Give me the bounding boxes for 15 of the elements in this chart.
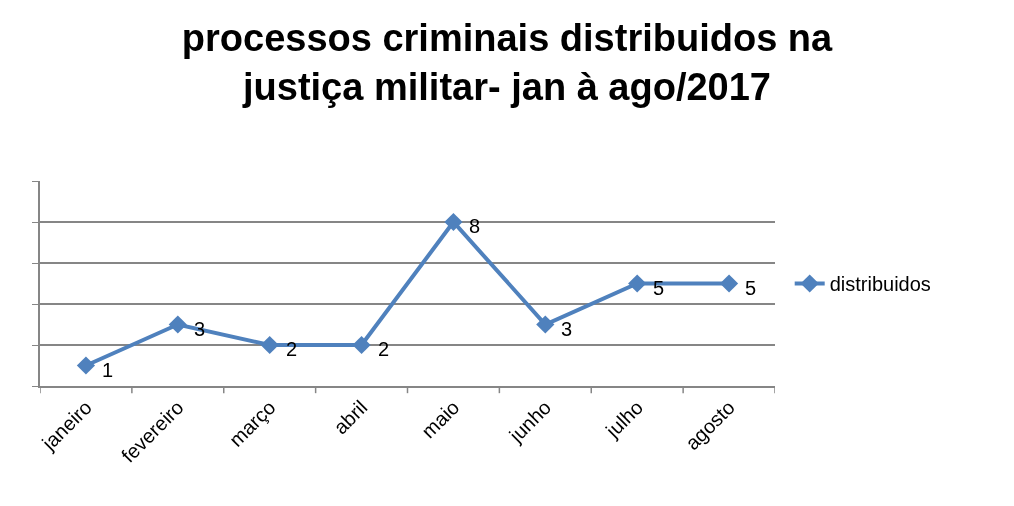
point (352, 335, 371, 355)
point (719, 274, 739, 293)
chart-title: processos criminais distribuidos na justiça militar- jan à ago/2017 (181, 16, 834, 108)
legend-label: distribuidos (829, 273, 931, 296)
data-label: 3 (561, 318, 573, 340)
point (536, 315, 555, 334)
point (168, 315, 187, 334)
data-label: 2 (378, 338, 390, 360)
data-label: 8 (469, 215, 481, 237)
data-label: 5 (745, 277, 757, 299)
point (76, 356, 96, 375)
data-label: 1 (102, 359, 114, 381)
point (444, 212, 463, 232)
point (628, 274, 647, 293)
point (260, 335, 279, 355)
